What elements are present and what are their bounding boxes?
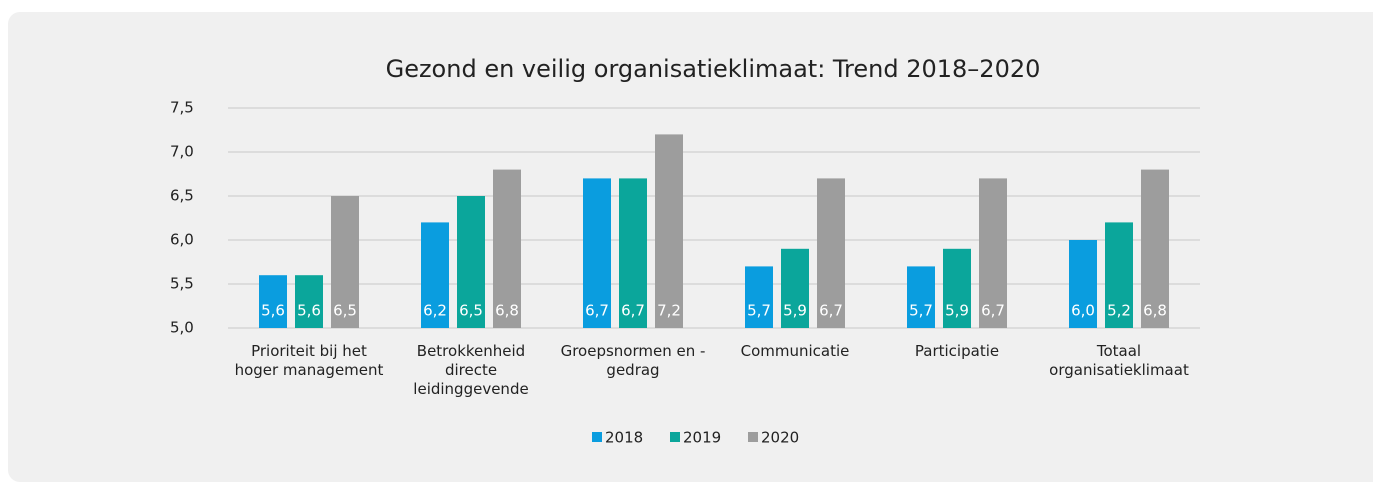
y-tick-label: 7,0	[170, 143, 194, 161]
value-label: 5,2	[1107, 302, 1131, 320]
bar	[421, 222, 449, 328]
value-label: 6,2	[423, 302, 447, 320]
legend-label: 2020	[761, 429, 799, 447]
bar	[583, 178, 611, 328]
value-label: 6,5	[333, 302, 357, 320]
bar	[655, 134, 683, 328]
value-label: 6,7	[585, 302, 609, 320]
x-tick-label: Participatie	[914, 342, 1000, 360]
chart-title: Gezond en veilig organisatieklimaat: Tre…	[386, 55, 1041, 83]
bar	[493, 169, 521, 328]
value-label: 5,6	[261, 302, 285, 320]
value-label: 6,0	[1071, 302, 1095, 320]
value-label: 5,7	[747, 302, 771, 320]
value-label: 5,9	[945, 302, 969, 320]
y-tick-label: 6,5	[170, 187, 194, 205]
value-label: 6,8	[495, 302, 519, 320]
x-tick-label: Groepsnormen en -gedrag	[560, 342, 706, 379]
y-tick-label: 5,0	[170, 319, 194, 337]
bar	[943, 248, 971, 328]
bar	[817, 178, 845, 328]
bar	[745, 266, 773, 328]
value-label: 6,8	[1143, 302, 1167, 320]
value-label: 5,9	[783, 302, 807, 320]
bar	[295, 275, 323, 328]
value-label: 6,7	[621, 302, 645, 320]
bar	[1105, 222, 1133, 328]
value-label: 5,6	[297, 302, 321, 320]
legend-label: 2018	[605, 429, 643, 447]
bar	[907, 266, 935, 328]
legend-swatch	[592, 432, 602, 442]
x-tick-label: Prioriteit bij het hoger management	[234, 342, 384, 379]
bar	[1069, 240, 1097, 328]
y-tick-label: 5,5	[170, 275, 194, 293]
value-label: 6,7	[819, 302, 843, 320]
bar	[331, 196, 359, 328]
page: Gezond en veilig organisatieklimaat: Tre…	[8, 12, 1373, 482]
bar	[259, 275, 287, 328]
bar	[979, 178, 1007, 328]
x-tick-label: Totaal organisatieklimaat	[1049, 342, 1189, 379]
value-label: 6,7	[981, 302, 1005, 320]
value-label: 6,5	[459, 302, 483, 320]
x-tick-label: Betrokkenheid directe leidinggevende	[413, 342, 529, 398]
value-label: 7,2	[657, 302, 681, 320]
legend-swatch	[748, 432, 758, 442]
y-tick-label: 7,5	[170, 99, 194, 117]
legend-label: 2019	[683, 429, 721, 447]
x-tick-label: Communicatie	[740, 342, 850, 360]
bar	[457, 196, 485, 328]
y-tick-label: 6,0	[170, 231, 194, 249]
value-label: 5,7	[909, 302, 933, 320]
legend-swatch	[670, 432, 680, 442]
chart: Gezond en veilig organisatieklimaat: Tre…	[170, 55, 1200, 447]
bar	[619, 178, 647, 328]
bar	[781, 248, 809, 328]
bar	[1141, 169, 1169, 328]
